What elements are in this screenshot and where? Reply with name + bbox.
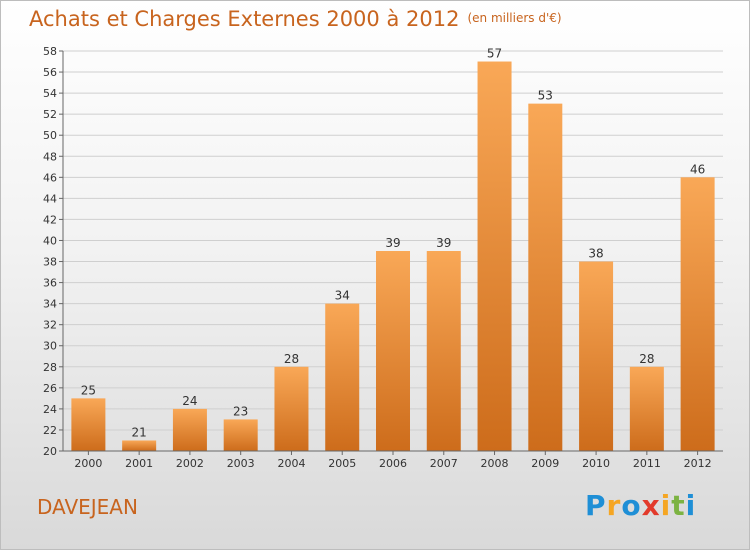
bar-layer: [71, 61, 715, 452]
data-label: 46: [690, 162, 705, 176]
logo-letter: r: [606, 489, 622, 522]
bar: [122, 440, 157, 451]
logo-letter: o: [621, 489, 642, 522]
y-tick-label: 26: [43, 382, 57, 395]
logo-letter: x: [641, 489, 661, 522]
bar: [325, 303, 360, 451]
x-tick-label: 2012: [684, 457, 712, 470]
y-tick-label: 30: [43, 340, 57, 353]
y-tick-label: 28: [43, 361, 57, 374]
data-label: 39: [385, 236, 400, 250]
data-label: 38: [588, 247, 603, 261]
x-tick-label: 2008: [481, 457, 509, 470]
x-tick-label: 2006: [379, 457, 407, 470]
x-tick-label: 2011: [633, 457, 661, 470]
bar: [477, 61, 512, 452]
x-tick-label: 2001: [125, 457, 153, 470]
x-tick-label: 2002: [176, 457, 204, 470]
y-tick-label: 36: [43, 277, 57, 290]
y-tick-label: 46: [43, 171, 57, 184]
y-tick-label: 32: [43, 319, 57, 332]
data-label: 28: [284, 352, 299, 366]
x-tick-label: 2009: [531, 457, 559, 470]
data-label: 39: [436, 236, 451, 250]
y-tick-label: 50: [43, 129, 57, 142]
y-tick-label: 22: [43, 424, 57, 437]
chart-title-text: Achats et Charges Externes 2000 à 2012: [29, 7, 460, 31]
bar: [680, 177, 715, 451]
x-tick-label: 2003: [227, 457, 255, 470]
logo-letter: P: [585, 489, 607, 522]
x-tick-label: 2004: [277, 457, 305, 470]
y-tick-label: 44: [43, 192, 57, 205]
logo-letter: i: [685, 489, 697, 522]
data-label: 25: [81, 383, 96, 397]
bar: [629, 366, 664, 451]
bar: [172, 408, 207, 451]
data-label: 34: [335, 289, 350, 303]
y-tick-label: 52: [43, 108, 57, 121]
bar: [579, 261, 614, 451]
label-layer: 25 21 24 23 28 34 39 39 57 53 38 28 46: [81, 47, 706, 440]
y-tick-label: 24: [43, 403, 57, 416]
axis-layer: 20 22 24 26 28 30 32 34 36 38 40 42 44 46 48 50 52 54 56 58…: [43, 45, 723, 470]
y-tick-label: 56: [43, 66, 57, 79]
bar: [426, 251, 461, 451]
x-tick-label: 2005: [328, 457, 356, 470]
proxiti-logo: Proxiti: [585, 489, 696, 522]
x-tick-label: 2007: [430, 457, 458, 470]
data-label: 21: [132, 425, 147, 439]
y-tick-label: 34: [43, 298, 57, 311]
x-tick-label: 2000: [74, 457, 102, 470]
data-label: 24: [182, 394, 197, 408]
y-tick-label: 54: [43, 87, 57, 100]
data-label: 28: [639, 352, 654, 366]
data-label: 53: [538, 89, 553, 103]
y-tick-label: 42: [43, 213, 57, 226]
data-label: 57: [487, 47, 502, 61]
y-tick-label: 40: [43, 234, 57, 247]
y-tick-label: 20: [43, 445, 57, 458]
x-tick-label: 2010: [582, 457, 610, 470]
y-tick-label: 58: [43, 45, 57, 58]
bar: [528, 103, 563, 451]
bar: [274, 366, 309, 451]
bar: [71, 398, 106, 451]
logo-letter: i: [660, 489, 672, 522]
chart-title: Achats et Charges Externes 2000 à 2012 (e…: [29, 7, 562, 31]
bar: [376, 251, 410, 451]
data-label: 23: [233, 404, 248, 418]
chart-subtitle: (en milliers d'€): [467, 11, 562, 25]
y-tick-label: 38: [43, 256, 57, 269]
bar: [223, 419, 258, 451]
commune-name: DAVEJEAN: [37, 495, 138, 519]
y-tick-label: 48: [43, 150, 57, 163]
logo-letter: t: [671, 489, 686, 522]
